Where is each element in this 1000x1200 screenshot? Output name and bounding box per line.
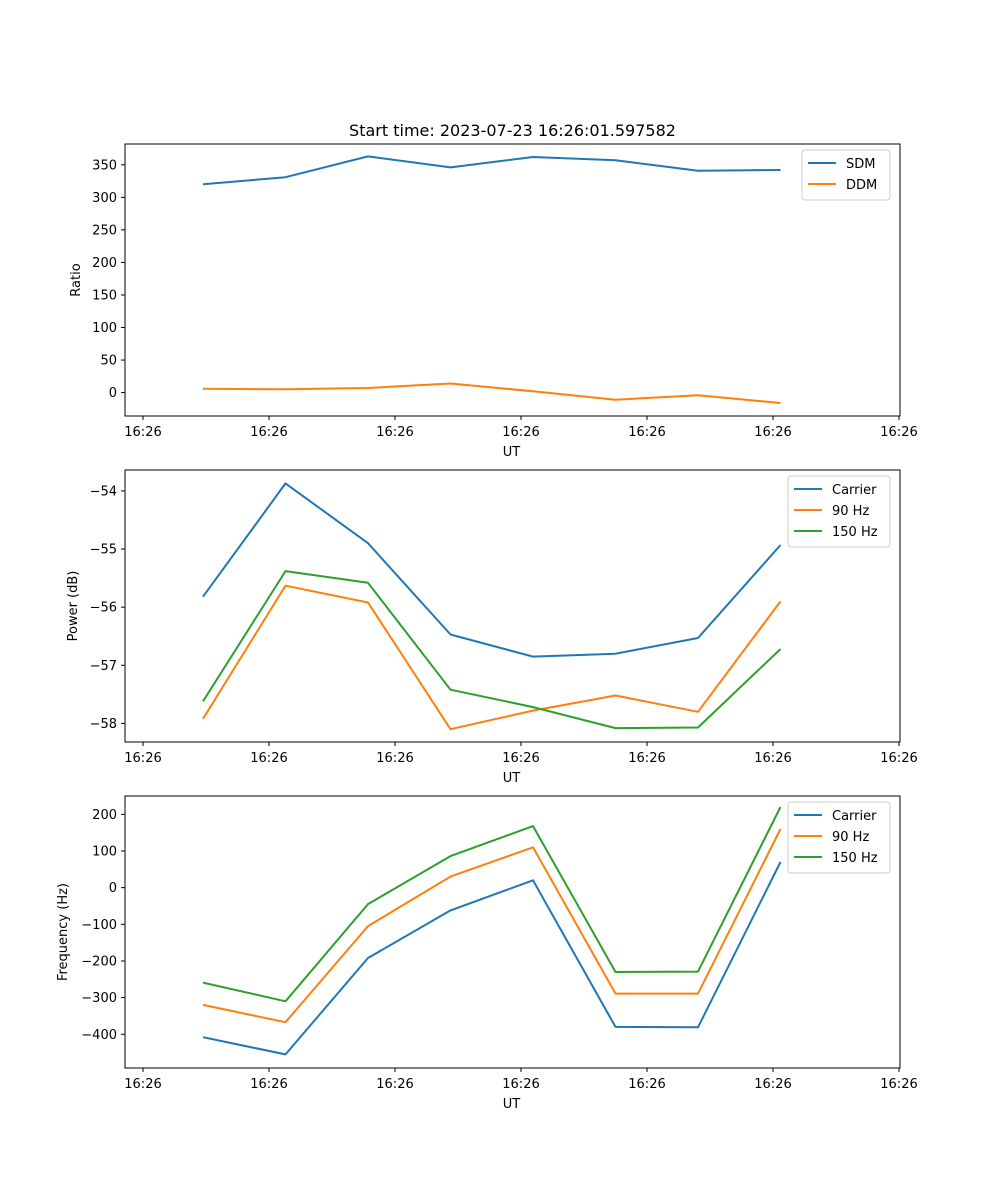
legend-box — [787, 475, 891, 548]
x-axis-label: UT — [503, 771, 521, 786]
x-axis-label: UT — [503, 445, 521, 460]
y-axis-label: Power (dB) — [66, 571, 81, 642]
x-tick-label: 16:26 — [880, 1077, 917, 1092]
y-tick-label: 50 — [100, 354, 117, 369]
y-tick-label: 350 — [92, 158, 117, 173]
legend-label: DDM — [846, 178, 877, 193]
x-tick-label: 16:26 — [250, 751, 287, 766]
plot-frame — [124, 469, 901, 743]
x-tick-label: 16:26 — [754, 425, 791, 440]
y-tick-label: −55 — [90, 543, 117, 558]
series-line-90-hz — [202, 828, 782, 1024]
y-tick-label: −54 — [90, 484, 117, 499]
legend-box — [787, 801, 891, 874]
legend: Carrier 90 Hz 150 Hz — [787, 475, 891, 548]
x-tick-label: 16:26 — [880, 751, 917, 766]
legend-label: Carrier — [832, 809, 877, 824]
x-tick-label: 16:26 — [880, 425, 917, 440]
legend: SDM DDM — [801, 149, 891, 201]
y-axis-label: Frequency (Hz) — [56, 883, 71, 981]
chart-panel-3: 16:26 16:26 16:26 16:26 16:26 16:26 16:26 −400 −… — [56, 795, 918, 1112]
y-tick-label: 0 — [109, 881, 117, 896]
x-tick-label: 16:26 — [376, 1077, 413, 1092]
legend-label: 90 Hz — [832, 504, 869, 519]
y-tick-label: 100 — [92, 321, 117, 336]
series-line-90-hz — [202, 584, 782, 731]
x-tick-label: 16:26 — [250, 1077, 287, 1092]
y-tick-label: −100 — [81, 918, 117, 933]
x-tick-label: 16:26 — [502, 425, 539, 440]
y-axis-label: Ratio — [69, 263, 84, 296]
x-tick-label: 16:26 — [376, 425, 413, 440]
y-tick-label: 100 — [92, 844, 117, 859]
series-line-carrier — [202, 861, 782, 1056]
legend-label: 90 Hz — [832, 830, 869, 845]
x-tick-label: 16:26 — [628, 1077, 665, 1092]
x-tick-label: 16:26 — [124, 425, 161, 440]
x-axis-label: UT — [503, 1097, 521, 1112]
y-tick-label: 0 — [109, 386, 117, 401]
x-tick-label: 16:26 — [502, 751, 539, 766]
y-tick-label: 250 — [92, 223, 117, 238]
y-tick-label: 150 — [92, 288, 117, 303]
x-tick-label: 16:26 — [628, 425, 665, 440]
plot-frame — [124, 143, 901, 417]
legend-label: 150 Hz — [832, 525, 878, 540]
plot-frame — [124, 795, 901, 1069]
series-line-150-hz — [202, 806, 782, 1003]
y-tick-label: 200 — [92, 808, 117, 823]
legend: Carrier 90 Hz 150 Hz — [787, 801, 891, 874]
y-tick-label: 300 — [92, 191, 117, 206]
y-tick-label: −300 — [81, 991, 117, 1006]
legend-label: SDM — [846, 157, 875, 172]
x-tick-label: 16:26 — [628, 751, 665, 766]
x-tick-label: 16:26 — [250, 425, 287, 440]
y-tick-label: −58 — [90, 717, 117, 732]
y-tick-label: −200 — [81, 954, 117, 969]
y-tick-label: −57 — [90, 659, 117, 674]
series-line-carrier — [202, 482, 782, 658]
x-tick-label: 16:26 — [376, 751, 413, 766]
legend-label: Carrier — [832, 483, 877, 498]
series-line-ddm — [202, 382, 781, 404]
chart-panel-2: 16:26 16:26 16:26 16:26 16:26 16:26 16:26 −58 −5… — [66, 469, 918, 786]
y-tick-label: 200 — [92, 256, 117, 271]
figure-title: Start time: 2023-07-23 16:26:01.597582 — [349, 121, 676, 140]
x-tick-label: 16:26 — [124, 1077, 161, 1092]
x-tick-label: 16:26 — [754, 1077, 791, 1092]
x-tick-label: 16:26 — [502, 1077, 539, 1092]
x-tick-label: 16:26 — [754, 751, 791, 766]
y-tick-label: −400 — [81, 1028, 117, 1043]
y-tick-label: −56 — [90, 601, 117, 616]
series-line-sdm — [202, 155, 781, 186]
chart-panel-1: 16:26 16:26 16:26 16:26 16:26 16:26 16:26 0 50 10… — [69, 143, 918, 460]
series-line-150-hz — [202, 570, 782, 730]
legend-label: 150 Hz — [832, 851, 878, 866]
x-tick-label: 16:26 — [124, 751, 161, 766]
